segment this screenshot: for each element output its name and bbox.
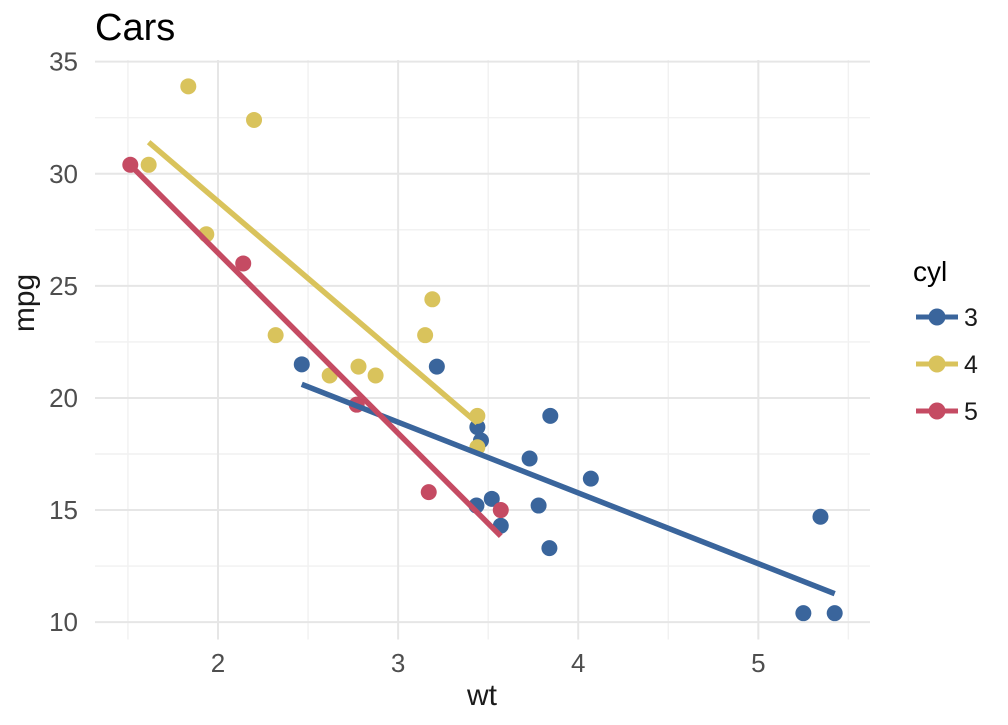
y-axis-title: mpg <box>8 274 41 332</box>
legend-item-label: 5 <box>964 398 978 426</box>
data-point-group-4 <box>246 111 263 128</box>
legend-key-point <box>928 355 946 373</box>
grid-minor-layer <box>95 60 870 640</box>
legend-item-label: 4 <box>964 351 978 379</box>
data-point-group-5 <box>420 484 437 501</box>
legend-key-point <box>928 308 946 326</box>
y-tick-label: 10 <box>49 607 78 637</box>
x-tick-label: 3 <box>391 648 405 678</box>
y-tick-label: 35 <box>49 47 78 77</box>
legend-item-label: 3 <box>964 304 978 332</box>
plot-title: Cars <box>95 7 175 49</box>
data-point-group-3 <box>541 540 558 557</box>
grid-major-layer <box>95 60 870 640</box>
data-point-group-5 <box>235 255 252 272</box>
data-point-group-3 <box>293 356 310 373</box>
axis-labels-layer: 2 3 4 5 10 15 20 25 30 35 <box>49 47 765 678</box>
data-point-group-3 <box>812 508 829 525</box>
data-point-group-4 <box>350 358 367 375</box>
data-point-group-4 <box>367 367 384 384</box>
trend-line-group-5 <box>128 163 503 538</box>
legend-title: cyl <box>913 256 947 287</box>
data-point-group-3 <box>428 358 445 375</box>
legend-item-3: 3 <box>916 304 978 332</box>
data-point-group-4 <box>417 327 434 344</box>
data-point-group-3 <box>582 470 599 487</box>
data-point-group-4 <box>180 78 197 95</box>
data-point-group-3 <box>521 450 538 467</box>
legend-key-point <box>928 402 946 420</box>
x-tick-label: 5 <box>751 648 765 678</box>
trend-line-group-3 <box>300 381 836 597</box>
data-point-group-3 <box>542 407 559 424</box>
data-point-group-3 <box>826 605 843 622</box>
y-tick-label: 15 <box>49 495 78 525</box>
x-tick-label: 2 <box>211 648 225 678</box>
data-point-group-3 <box>483 490 500 507</box>
trend-lines-layer <box>128 140 836 597</box>
data-point-group-4 <box>267 327 284 344</box>
data-point-group-3 <box>795 605 812 622</box>
data-point-group-4 <box>424 291 441 308</box>
data-point-group-5 <box>492 502 509 519</box>
y-tick-label: 20 <box>49 383 78 413</box>
legend-item-4: 4 <box>916 351 978 379</box>
data-point-group-3 <box>530 497 547 514</box>
y-tick-label: 25 <box>49 271 78 301</box>
legend: 3 4 5 <box>916 304 978 426</box>
points-layer <box>122 78 843 622</box>
trend-line-group-4 <box>146 140 480 426</box>
x-axis-title: wt <box>466 679 498 712</box>
legend-item-5: 5 <box>916 398 978 426</box>
x-tick-label: 4 <box>571 648 585 678</box>
y-tick-label: 30 <box>49 159 78 189</box>
data-point-group-4 <box>140 156 157 173</box>
